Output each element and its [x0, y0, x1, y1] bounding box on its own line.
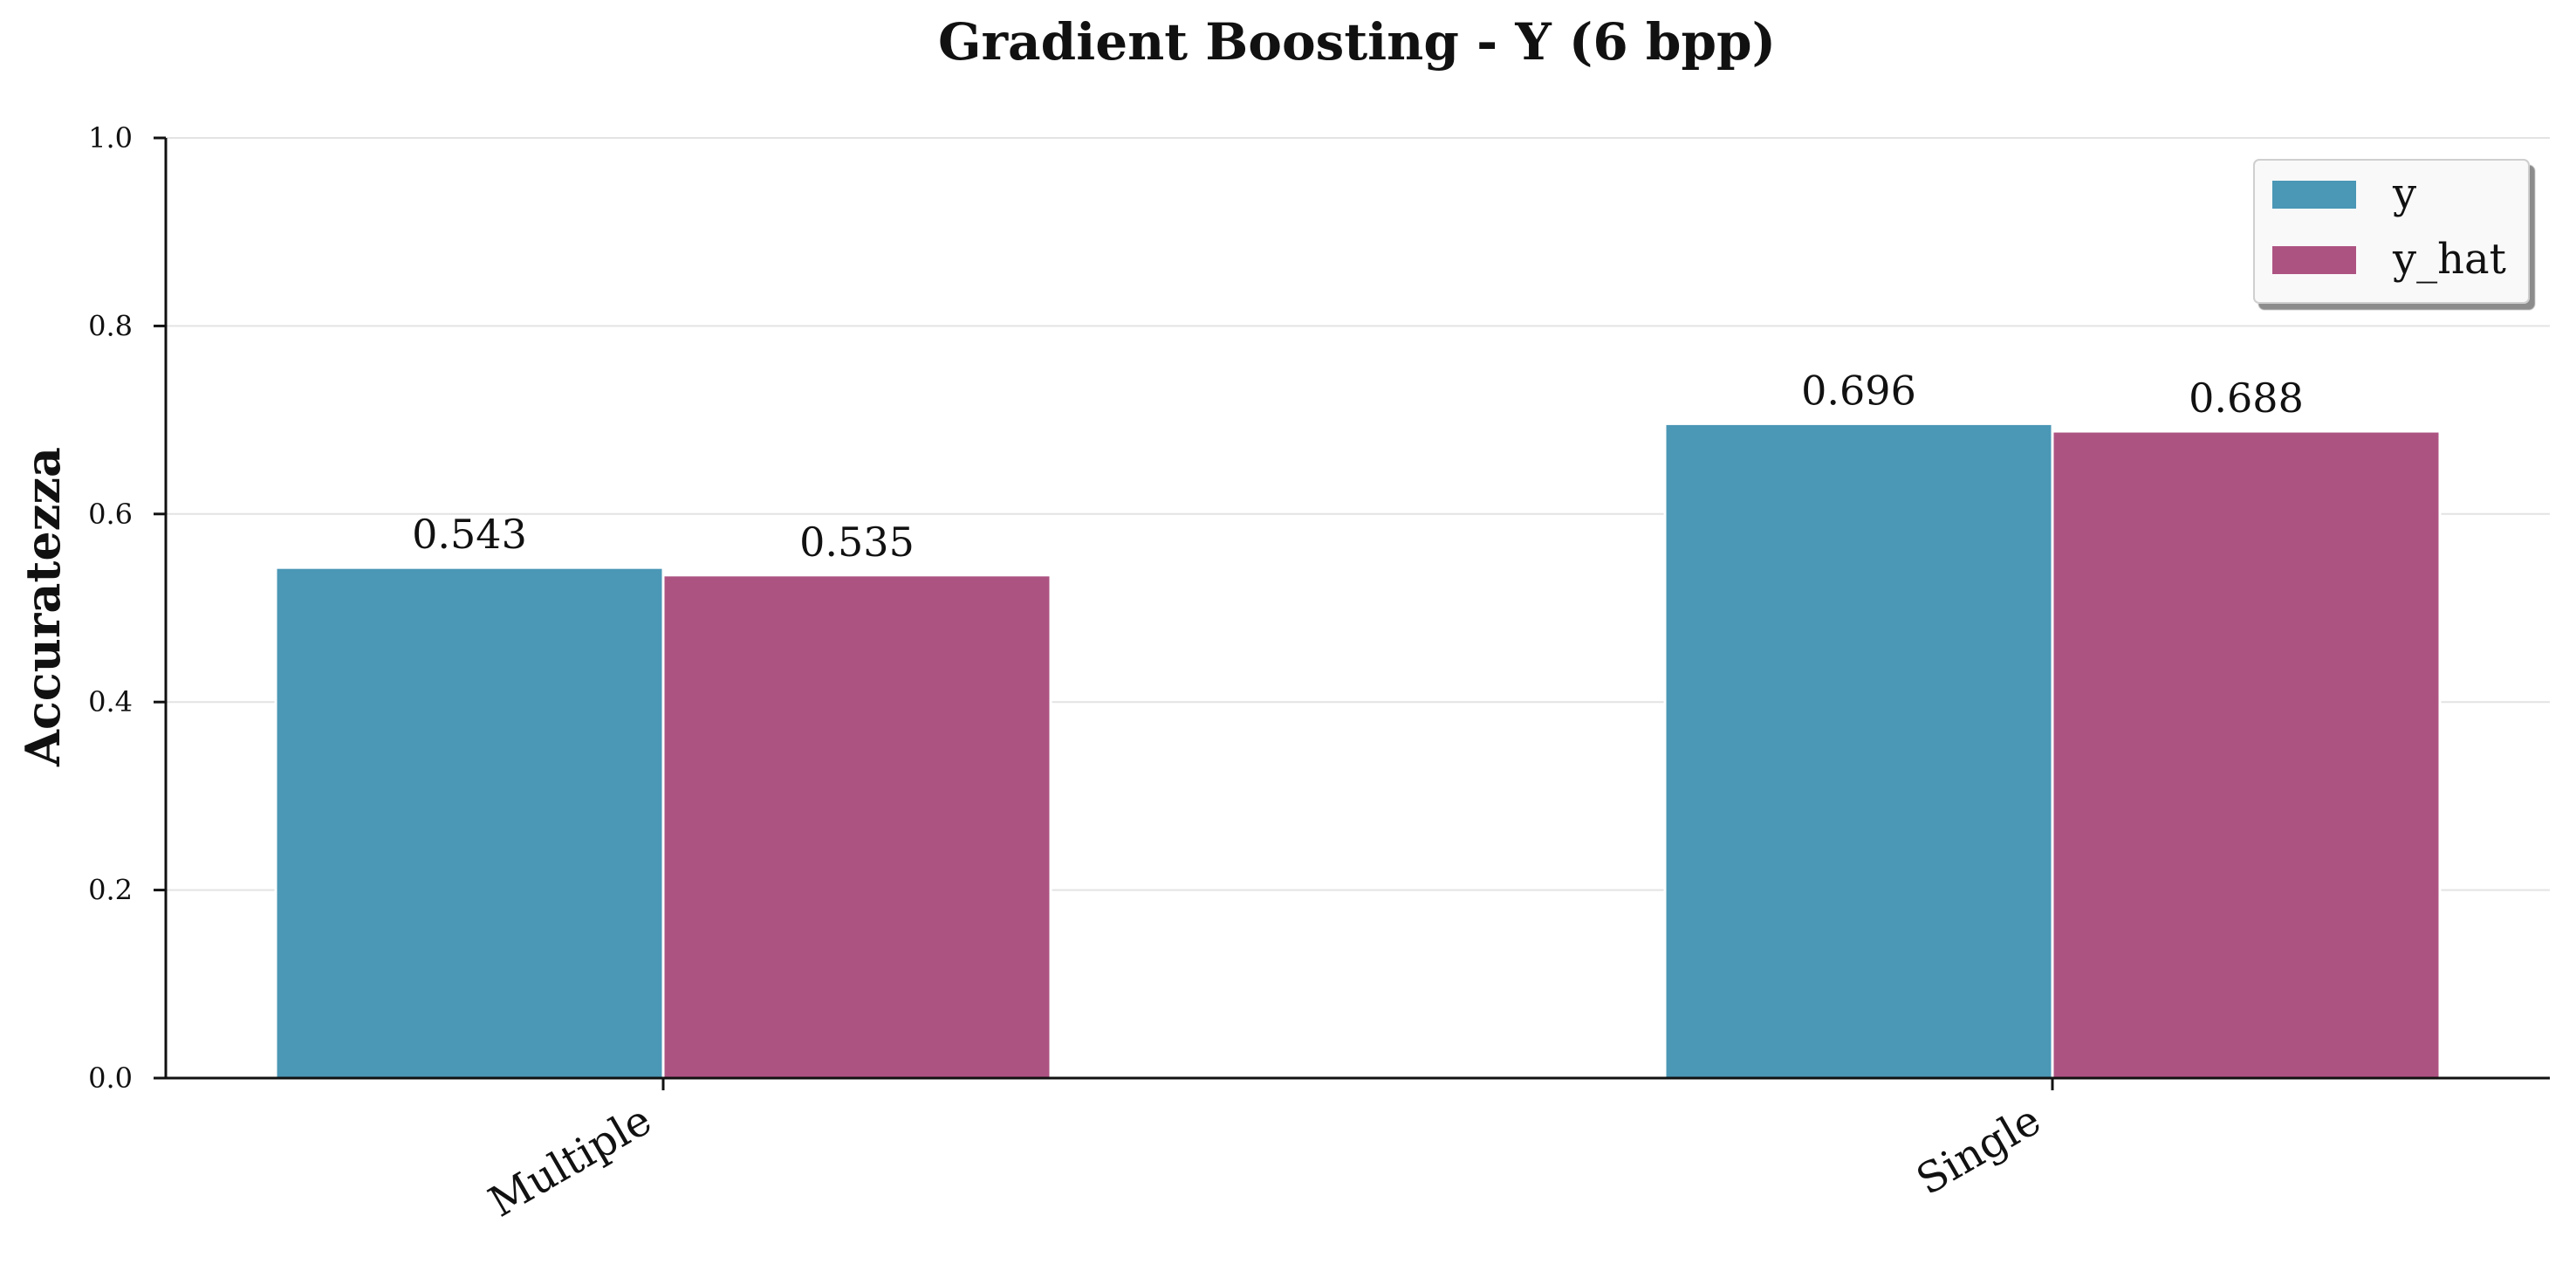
y-tick-label: 0.4	[88, 685, 133, 718]
data-label: 0.543	[412, 511, 527, 558]
y-tick-label: 0.6	[88, 498, 133, 531]
axes	[164, 138, 2550, 1080]
legend: y y_hat	[2253, 159, 2530, 304]
legend-swatch-y-hat	[2272, 246, 2356, 274]
data-labels: 0.543 0.696 0.535 0.688	[412, 367, 2304, 565]
bars	[274, 422, 2442, 1080]
x-axis-ticks: Multiple Single	[481, 1078, 2054, 1227]
bar-y-hat-multiple	[661, 574, 1052, 1080]
y-axis-label: Accuratezza	[15, 447, 71, 767]
y-tick-label: 1.0	[88, 121, 133, 155]
legend-label-y: y	[2392, 169, 2416, 218]
chart-title: Gradient Boosting - Y (6 bpp)	[938, 12, 1776, 72]
bar-y-hat-single	[2051, 429, 2442, 1080]
data-label: 0.696	[1801, 367, 1916, 414]
data-label: 0.688	[2189, 374, 2304, 422]
bar-y-single	[1663, 422, 2054, 1080]
bar-y-multiple	[274, 566, 665, 1080]
x-tick-label: Multiple	[481, 1096, 660, 1227]
legend-label-y-hat: y_hat	[2392, 235, 2506, 284]
legend-swatch-y	[2272, 181, 2356, 209]
y-axis-ticks: 0.0 0.2 0.4 0.6 0.8 1.0	[88, 121, 166, 1095]
x-tick-label: Single	[1908, 1096, 2049, 1205]
y-tick-label: 0.8	[88, 309, 133, 342]
y-tick-label: 0.0	[88, 1061, 133, 1095]
data-label: 0.535	[799, 519, 915, 566]
y-tick-label: 0.2	[88, 874, 133, 907]
